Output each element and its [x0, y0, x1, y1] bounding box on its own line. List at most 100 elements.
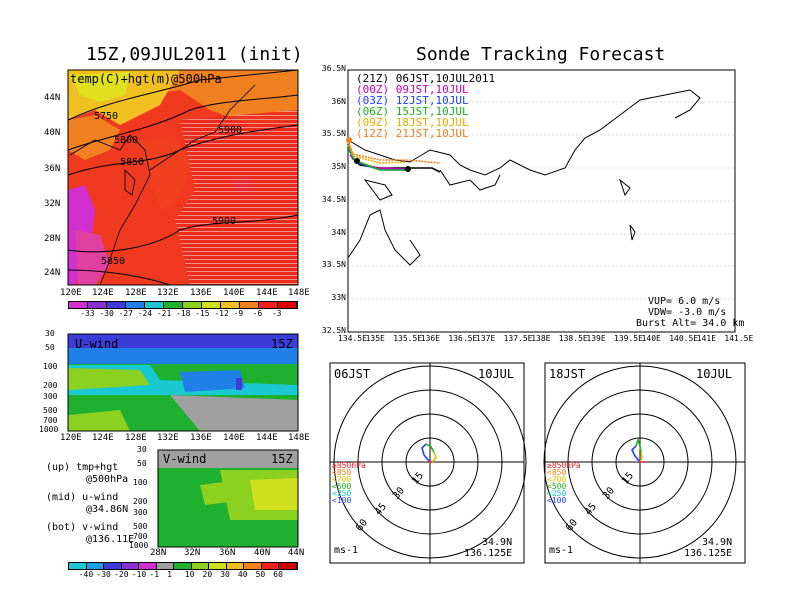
track-lon-tick: 134.5E [338, 334, 367, 343]
lat-tick: 40N [254, 548, 271, 558]
p-tick: 100 [43, 362, 58, 371]
hodo-right-lon: 136.125E [684, 548, 733, 559]
track-lat-tick: 34N [331, 227, 346, 237]
hodo-left-unit: ms-1 [334, 545, 359, 556]
track-lon-tick: 138.5E [558, 334, 588, 343]
v-wind-time: 15Z [271, 452, 293, 466]
p-tick: 300 [133, 508, 148, 517]
legend-mid-line2: @34.86N [86, 504, 129, 515]
hodo-level-entry: <700 [547, 475, 567, 484]
hodo-level-entry: ≥850hPa [332, 461, 366, 470]
lon-tick: 144E [256, 433, 278, 443]
colorbar-swatch [126, 302, 145, 308]
track-lon-tick: 139E [586, 334, 606, 343]
track-lat-tick: 33.5N [321, 260, 346, 270]
lon-tick: 136E [190, 433, 212, 443]
colorbar-swatch [183, 302, 202, 308]
colorbar-tick: -30 [99, 309, 114, 318]
colorbar-tick: -21 [156, 309, 172, 318]
lon-tick: 148E [288, 288, 310, 298]
lon-tick: 124E [92, 433, 114, 443]
track-legend-entry: (12Z) 21JST,10JUL [356, 127, 469, 140]
contour-label: 5850 [101, 256, 126, 267]
colorbar-tick: -40 [78, 570, 94, 579]
contour-label: 5750 [94, 111, 119, 122]
lat-tick: 36N [219, 548, 236, 558]
colorbar-swatch [240, 302, 259, 308]
track-lon-tick: 135.5E [393, 334, 423, 343]
legend-bot: (bot) v-wind @136.11E [46, 522, 134, 546]
p-tick: 300 [43, 392, 58, 401]
track-lon-tick: 140E [641, 334, 661, 343]
hodo-left-date: 10JUL [478, 367, 515, 381]
hodo-level-entry: <250 [547, 489, 567, 498]
colorbar-swatch [209, 563, 227, 569]
colorbar-swatch [86, 563, 105, 569]
lat-tick: 44N [44, 93, 61, 103]
p-tick: 50 [137, 459, 147, 468]
hodo-level-entry: <850 [332, 468, 352, 477]
track-lon-tick: 141E [696, 334, 717, 343]
track-lon-tick: 138E [531, 334, 551, 343]
wind-colorbar-ticks: -40 -30 -20 -10 -1 1 10 20 30 40 50 60 [68, 570, 298, 580]
legend-up-line2: @500hPa [86, 474, 129, 485]
colorbar-tick: -33 [80, 309, 95, 318]
track-lon-axis: 134.5E 135E 135.5E 136E 136.5E 137E 137.5E 138E… [338, 334, 753, 346]
contour-label: 5800 [114, 135, 139, 146]
right-title: Sonde Tracking Forecast [416, 44, 666, 65]
lon-tick: 144E [256, 288, 278, 298]
colorbar-swatch [164, 302, 183, 308]
colorbar-swatch [279, 563, 297, 569]
colorbar-swatch [121, 563, 140, 569]
lon-tick: 136E [190, 288, 212, 298]
colorbar-tick: -9 [233, 309, 244, 318]
colorbar-swatch [145, 302, 164, 308]
hodo-right-lat: 34.9N [702, 537, 733, 548]
p-tick: 30 [137, 445, 147, 454]
colorbar-tick: 30 [220, 570, 230, 579]
colorbar-tick: -20 [114, 570, 129, 579]
contour-label: 5900 [212, 216, 237, 227]
colorbar-swatch [104, 563, 122, 569]
lon-tick: 120E [60, 433, 82, 443]
track-lon-tick: 136.5E [448, 334, 478, 343]
track-lat-tick: 35.5N [321, 129, 346, 139]
colorbar-tick: -27 [118, 309, 133, 318]
u-wind-label: U-wind [75, 337, 119, 351]
track-lat-axis: 36.5N 36N 35.5N 35N 34.5N 34N 33.5N 33N 32.5N [316, 64, 346, 344]
colorbar-tick: -3 [271, 309, 282, 318]
colorbar-swatch [191, 563, 210, 569]
contour-label: 5900 [218, 125, 243, 136]
track-lat-tick: 35N [331, 162, 346, 172]
colorbar-swatch [69, 563, 87, 569]
p-tick: 1000 [39, 425, 59, 434]
hodo-level-entry: <500 [547, 482, 567, 491]
lon-tick: 132E [157, 433, 179, 443]
p-tick: 500 [43, 406, 58, 415]
p-tick: 700 [43, 416, 58, 425]
lat-tick: 32N [44, 199, 61, 209]
track-lon-tick: 140.5E [669, 334, 699, 343]
burst-text: Burst Alt= 34.0 km [636, 318, 745, 329]
colorbar-tick: 1 [167, 570, 172, 579]
hodo-right-levels: ≥850hPa <850 <700 <500 <250 <100 [547, 462, 581, 505]
colorbar-tick: -12 [214, 309, 229, 318]
track-legend-entry: (06Z) 15JST,10JUL [356, 105, 469, 118]
colorbar-swatch [221, 302, 240, 308]
colorbar-tick: -10 [131, 570, 147, 579]
legend-bot-line2: @136.11E [86, 534, 135, 545]
left-title: 15Z,09JUL2011 (init) [86, 44, 303, 65]
contour-label: 5850 [120, 157, 145, 168]
hodo-left-levels: ≥850hPa <850 <700 <500 <250 <100 [332, 461, 366, 505]
p-tick: 100 [133, 478, 148, 487]
lat-tick: 28N [150, 548, 167, 558]
lon-tick: 128E [125, 288, 147, 298]
p-tick: 200 [133, 497, 148, 506]
track-legend: (21Z) 06JST,10JUL2011 (00Z) 09JST,10JUL (0… [356, 73, 495, 139]
colorbar-tick: -24 [137, 309, 153, 318]
legend-mid-line1: (mid) u-wind [46, 492, 119, 503]
u-lon-axis: 120E 124E 128E 132E 136E 140E 144E 148E [60, 433, 310, 445]
hodo-left-time: 06JST [334, 367, 371, 381]
hodo-level-entry: <700 [332, 475, 352, 484]
colorbar-tick: -30 [96, 570, 111, 579]
